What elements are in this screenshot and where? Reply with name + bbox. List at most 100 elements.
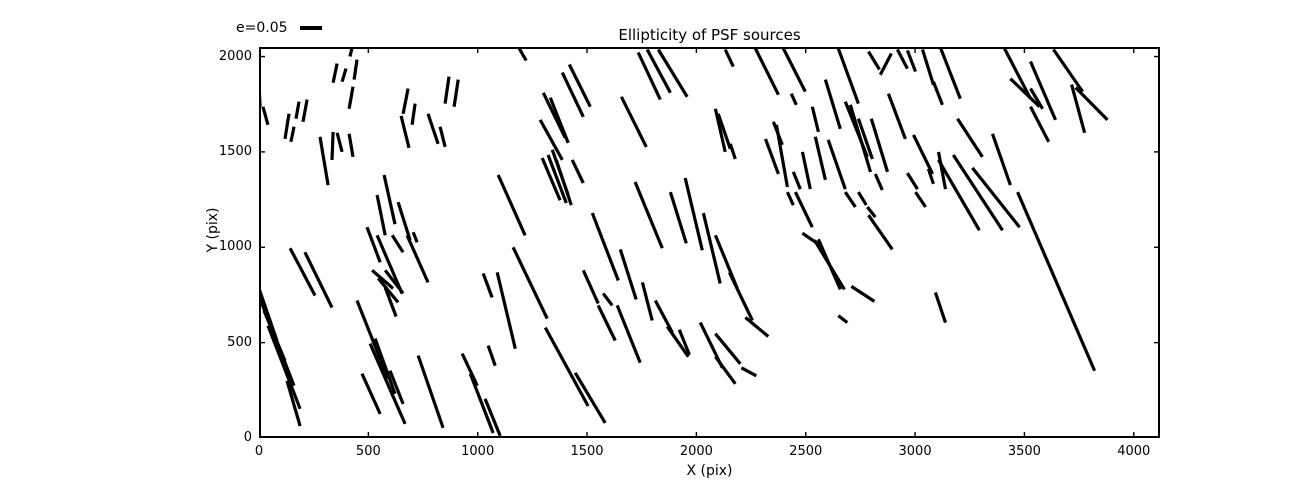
psf-whisker: [355, 299, 390, 380]
psf-whisker: [289, 126, 296, 143]
psf-whisker: [388, 370, 405, 405]
psf-whisker: [848, 104, 873, 173]
psf-whisker: [411, 231, 419, 243]
psf-whisker: [347, 86, 355, 110]
psf-whisker: [951, 154, 1004, 232]
psf-whisker: [548, 97, 570, 144]
psf-whisker: [460, 353, 479, 387]
psf-whisker: [405, 234, 430, 284]
psf-whisker: [713, 108, 727, 153]
y-axis-label: Y (pix): [205, 207, 221, 253]
psf-whisker: [665, 325, 690, 358]
psf-whisker: [723, 48, 735, 68]
psf-whisker: [375, 234, 404, 295]
psf-whisker: [581, 269, 600, 305]
psf-whisker: [936, 151, 948, 190]
psf-whisker: [590, 212, 620, 282]
psf-whisker: [905, 49, 917, 73]
psf-whisker: [1070, 84, 1087, 134]
psf-whisker: [1003, 47, 1032, 100]
psf-whisker: [318, 136, 330, 186]
axes-spines: [259, 47, 1160, 438]
psf-whisker: [517, 47, 528, 62]
plot-area: [258, 47, 1160, 439]
psf-whisker: [340, 68, 348, 83]
psf-whisker: [560, 71, 585, 118]
psf-whisker: [390, 234, 405, 254]
psf-whisker: [656, 48, 689, 98]
psf-whisker: [360, 373, 382, 415]
psf-whisker: [791, 171, 802, 190]
psf-whisker: [677, 329, 691, 356]
psf-whisker: [511, 246, 549, 320]
psf-whisker: [826, 139, 847, 190]
psf-whisker: [926, 168, 935, 185]
x-tick-label: 2000: [679, 444, 713, 459]
psf-whisker: [365, 226, 382, 263]
psf-whisker: [878, 52, 893, 76]
y-tick-label: 1500: [218, 143, 252, 159]
psf-whisker: [938, 47, 962, 100]
psf-whisker: [636, 51, 662, 101]
psf-whisker: [261, 106, 270, 126]
psf-whisker: [567, 63, 592, 108]
psf-whisker: [401, 88, 410, 115]
x-tick-label: 3500: [1007, 444, 1041, 459]
psf-whisker: [615, 304, 642, 364]
legend-label: e=0.05: [236, 20, 288, 36]
psf-whisker: [382, 174, 397, 225]
legend: e=0.05: [236, 19, 322, 37]
psf-whisker: [920, 49, 935, 86]
x-tick-label: 2500: [789, 444, 823, 459]
psf-whisker: [330, 131, 335, 160]
psf-whisker: [331, 63, 339, 84]
x-tick-label: 500: [355, 444, 381, 459]
psf-whisker: [410, 103, 417, 126]
psf-whisker: [843, 191, 857, 208]
psf-whisker: [483, 398, 502, 437]
psf-whisker: [728, 143, 737, 160]
psf-whisker: [335, 132, 344, 153]
psf-whisker: [867, 214, 894, 251]
psf-whisker: [399, 115, 411, 149]
psf-whisker: [763, 138, 780, 175]
psf-whisker: [753, 47, 780, 96]
psf-whisker: [1029, 60, 1057, 121]
psf-whisker: [714, 355, 737, 385]
psf-whisker: [867, 50, 881, 71]
psf-whisker: [368, 342, 397, 402]
psf-whisker: [426, 113, 440, 145]
psf-whisker: [486, 345, 497, 367]
psf-whisker: [914, 191, 927, 208]
psf-whisker: [618, 248, 638, 300]
psf-whisker: [937, 159, 981, 232]
psf-whisker: [452, 79, 460, 107]
psf-whisker: [800, 151, 812, 190]
psf-whisker: [543, 326, 590, 407]
psf-whisker: [495, 272, 517, 350]
x-axis-label: X (pix): [686, 463, 733, 479]
psf-whisker: [416, 355, 445, 429]
psf-whisker: [383, 286, 398, 318]
psf-whisker: [352, 59, 359, 80]
psf-whisker: [496, 174, 527, 236]
psf-whisker: [376, 277, 400, 304]
psf-whisker: [906, 172, 919, 190]
psf-whisker: [633, 181, 664, 249]
y-tick-label: 2000: [218, 48, 252, 64]
psf-whisker: [285, 380, 302, 427]
psf-whisker: [546, 154, 568, 204]
psf-whisker: [375, 194, 387, 236]
psf-whisker: [1074, 86, 1109, 122]
psf-whisker: [288, 247, 317, 297]
psf-whisker: [716, 113, 732, 150]
x-tick-label: 3000: [898, 444, 932, 459]
legend-reference-line: [299, 26, 322, 30]
psf-whisker: [303, 251, 334, 309]
psf-whisker: [283, 113, 291, 140]
psf-whisker: [570, 159, 585, 184]
psf-whisker: [771, 121, 784, 146]
psf-whisker: [912, 134, 935, 175]
psf-whisker: [836, 47, 860, 105]
